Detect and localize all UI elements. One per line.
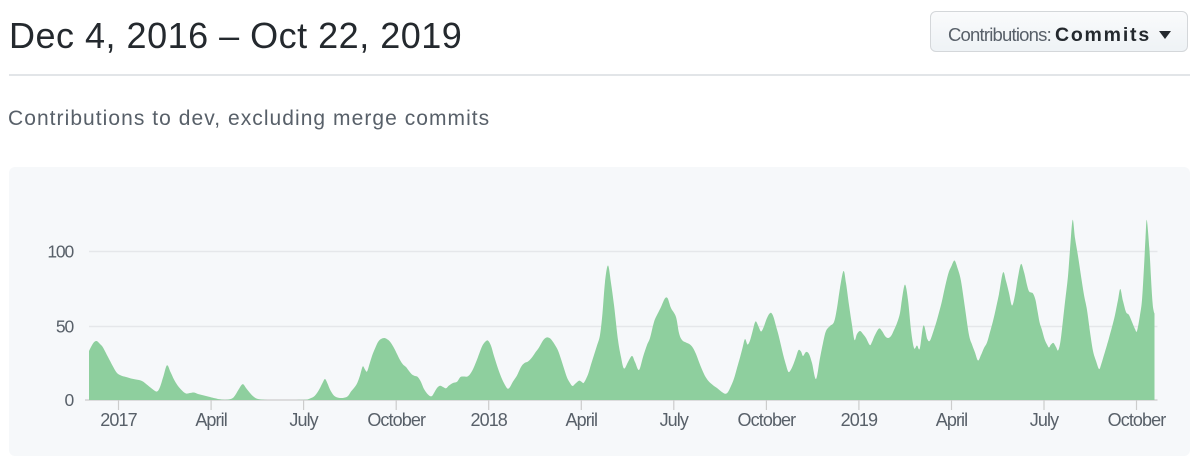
svg-text:50: 50 — [56, 317, 75, 337]
svg-text:April: April — [566, 410, 598, 430]
svg-text:0: 0 — [64, 390, 74, 410]
svg-text:October: October — [738, 410, 797, 430]
svg-text:2017: 2017 — [100, 410, 137, 430]
svg-text:October: October — [367, 410, 426, 430]
svg-text:100: 100 — [47, 242, 74, 262]
svg-text:April: April — [936, 410, 968, 430]
svg-text:2019: 2019 — [841, 410, 878, 430]
svg-text:July: July — [1030, 410, 1059, 430]
svg-text:October: October — [1108, 410, 1167, 430]
svg-text:July: July — [289, 410, 318, 430]
svg-text:April: April — [195, 410, 227, 430]
svg-text:July: July — [660, 410, 689, 430]
svg-text:2018: 2018 — [470, 410, 507, 430]
